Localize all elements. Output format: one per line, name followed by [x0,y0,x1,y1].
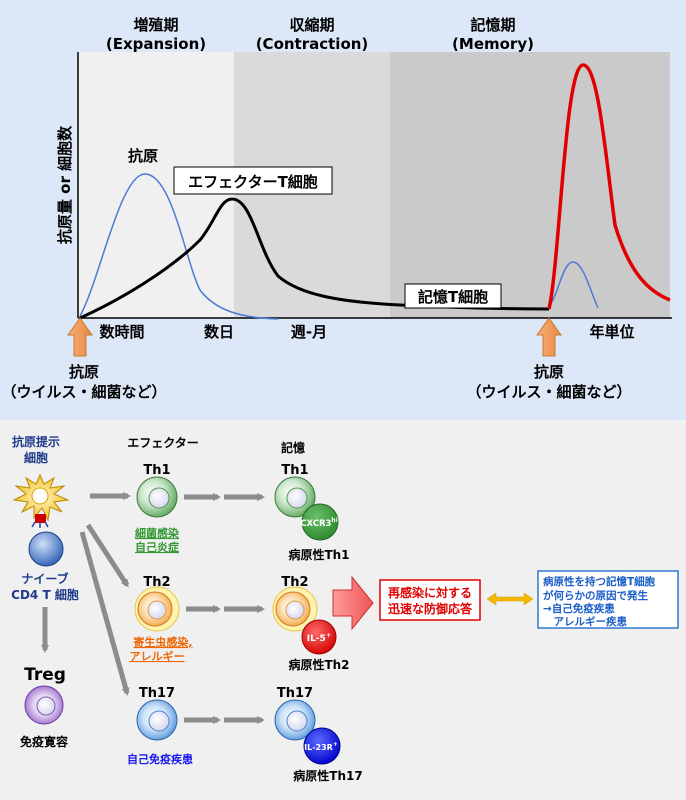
memory-phase-band [390,52,670,318]
apc-label-line2: 細胞 [24,450,48,465]
th2-effector-cell-icon [134,586,180,632]
phase-memory-name: 記憶期 [470,16,515,34]
stimulus-arrow-primary [67,317,93,357]
y-axis-label: 抗原量 or 細胞数 [56,125,74,244]
memory-curve-label: 記憶T細胞 [418,288,488,306]
naive-label-line1: ナイーブ [21,571,68,586]
il23r-marker-label: IL-23R+ [304,741,338,752]
effector-curve-label: エフェクターT細胞 [188,173,318,191]
phase-contraction-name: 収縮期 [289,16,334,34]
th2-memory-cell-icon [272,586,337,655]
effector-column-header: エフェクター [127,436,199,450]
antigen-presenting-cell-icon [12,473,70,528]
th2-effector-label: Th2 [143,575,170,590]
time-label-weeks: 週-月 [291,323,327,341]
memory-column-header: 記憶 [281,440,305,455]
stimulus-title-primary: 抗原 [69,363,99,381]
th1-effector-label: Th1 [143,463,170,478]
time-label-days: 数日 [204,323,234,341]
treg-cell-icon [24,685,64,725]
antigen-curve-label: 抗原 [128,147,158,165]
th17-effector-label: Th17 [139,686,175,701]
stimulus-arrow-secondary [536,317,562,357]
pathogenic-box-line4: アレルギー疾患 [543,615,627,628]
th1-memory-label: Th1 [281,463,308,478]
stimulus-title-secondary: 抗原 [534,363,564,381]
th2-disease-line1: 寄生虫感染, [133,635,192,649]
reinfection-arrow [332,575,374,631]
th2-disease-line2: アレルギー [130,649,185,663]
kinetics-panel: 増殖期 (Expansion) 収縮期 (Contraction) 記憶期 (M… [0,0,686,420]
differentiation-panel: 抗原提示 細胞 ナイーブ CD4 T 細胞 Treg 免疫寛容 エフェクター 記… [0,420,686,800]
reinfection-response-box [379,579,481,621]
pathogenic-th17-label: 病原性Th17 [293,768,362,783]
th17-memory-cell-icon [274,699,341,765]
reinfection-text-line2: 迅速な防御応答 [388,601,473,616]
effector-label-box [173,166,333,195]
th17-memory-label: Th17 [277,686,313,701]
cxcr3-marker-label: CXCR3hi [300,517,338,529]
double-arrow-icon [486,592,534,606]
memory-label-box [404,283,502,309]
recall-response-curve [547,63,671,310]
naive-cd4-t-cell-icon [28,531,64,567]
apc-label-line1: 抗原提示 [12,434,60,449]
time-label-hours: 数時間 [99,323,144,341]
naive-label-line2: CD4 T 細胞 [11,587,79,602]
arrow-naive-to-th17 [79,531,130,696]
treg-label: Treg [24,665,66,685]
reinfection-text-line1: 再感染に対する [388,585,472,600]
th1-disease-line2: 自己炎症 [135,540,179,554]
arrow-naive-to-th2 [85,523,130,588]
pathogenic-memory-box [537,570,679,629]
time-label-years: 年単位 [589,323,634,341]
th17-effector-cell-icon [136,699,178,741]
stimulus-detail-secondary: （ウイルス・細菌など） [466,383,631,401]
pathogenic-box-line1: 病原性を持つ記憶T細胞 [543,575,656,588]
pathogenic-th1-label: 病原性Th1 [288,547,349,562]
phase-contraction-en: (Contraction) [256,35,369,53]
antigen-curve-primary [79,173,279,320]
pathogenic-box-line2: が何らかの原因で発生 [543,589,648,602]
phase-memory-en: (Memory) [452,35,534,53]
stimulus-detail-primary: （ウイルス・細菌など） [1,383,166,401]
th17-disease-line1: 自己免疫疾患 [127,752,193,766]
pathogenic-box-line3: →自己免疫疾患 [543,602,615,615]
phase-expansion-name: 増殖期 [133,16,178,34]
treg-role: 免疫寛容 [20,734,68,749]
il5-marker-label: IL-5+ [307,631,332,644]
th1-effector-cell-icon [136,476,178,518]
antigen-curve-secondary [549,261,599,309]
pathogenic-th2-label: 病原性Th2 [288,657,349,672]
th1-memory-cell-icon [274,476,339,541]
th2-memory-label: Th2 [281,575,308,590]
phase-expansion-en: (Expansion) [106,35,206,53]
th1-disease-line1: 細菌感染 [135,526,180,540]
